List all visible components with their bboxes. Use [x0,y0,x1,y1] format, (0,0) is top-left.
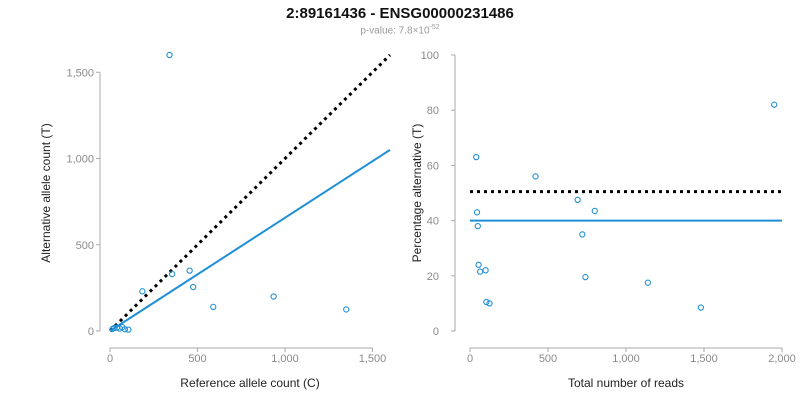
right-data-point [574,196,581,204]
left-y-tick-label: 0 [88,326,94,338]
left-fit-line [109,149,391,332]
right-data-point [771,101,778,108]
right-data-point [579,231,586,238]
right-data-point [532,173,539,180]
right-data-point [483,298,490,306]
right-x-tick-label: 0 [467,353,473,365]
right-y-tick-label: 60 [427,160,439,172]
right-data-point [591,207,598,215]
right-data-point [476,268,484,275]
left-data-point [186,267,193,274]
right-data-point [486,300,493,307]
right-data-point [697,304,705,311]
right-data-point [475,261,482,268]
left-y-axis-title: Alternative allele count (T) [39,123,53,262]
right-x-tick-label: 1,500 [690,353,718,365]
left-data-point [168,270,176,278]
right-data-point [644,279,651,286]
left-x-axis-title: Reference allele count (C) [180,376,319,390]
left-data-point [125,326,132,333]
p-value-subtitle: p-value: 7.8×10-52 [0,24,800,36]
right-x-axis-title: Total number of reads [568,376,684,390]
left-data-point [166,51,173,59]
right-y-tick-label: 0 [433,326,439,338]
right-x-tick-label: 500 [539,353,557,365]
left-data-point [343,306,350,313]
left-y-tick-label: 1,000 [66,154,94,166]
right-y-tick-label: 80 [427,105,439,117]
right-y-tick-label: 100 [421,50,439,62]
right-y-tick-label: 40 [427,216,439,228]
left-y-tick-label: 1,500 [66,67,94,79]
left-plot-allele-counts: 0 500 1,000 1,500 0 500 1,000 1,500 Reference al… [39,51,392,390]
left-x-tick-label: 0 [107,353,113,365]
left-data-point [189,283,197,291]
right-y-axis-title: Percentage alternative (T) [410,124,424,263]
right-data-point [582,274,589,281]
right-x-tick-label: 1,000 [612,353,640,365]
left-x-tick-label: 500 [188,353,206,365]
left-data-point [270,293,277,300]
right-data-point [482,267,489,274]
left-x-tick-label: 1,500 [359,353,387,365]
right-plot-percentage: 0 500 1,000 1,500 2,000 0 20 40 60 80 100 Total num… [410,50,796,390]
p-value-exponent: -52 [429,24,440,31]
left-y-tick-label: 500 [76,240,94,252]
left-x-tick-label: 1,000 [271,353,299,365]
left-data-point [139,288,146,295]
p-value-text: p-value: 7.8×10 [360,25,430,37]
chart-title: 2:89161436 - ENSG00000231486 [286,5,514,22]
left-data-point [121,326,129,333]
left-reference-line [108,53,392,333]
right-x-tick-label: 2,000 [768,353,796,365]
left-data-point [210,303,217,310]
right-data-point [473,209,481,216]
right-data-point [473,153,480,161]
right-y-tick-label: 20 [427,271,439,283]
right-data-point [474,222,481,230]
